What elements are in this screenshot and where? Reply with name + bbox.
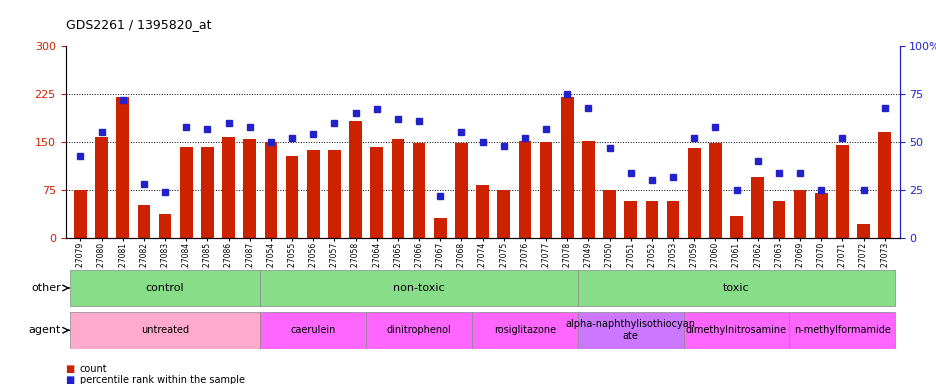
Bar [687,149,700,238]
Text: untreated: untreated [140,325,189,335]
Text: count: count [80,364,107,374]
Text: caerulein: caerulein [290,325,336,335]
Bar [751,177,763,238]
Bar [578,312,683,349]
Text: agent: agent [28,325,61,335]
Bar [349,121,361,238]
Bar [264,142,277,238]
Text: percentile rank within the sample: percentile rank within the sample [80,375,244,384]
Bar [285,156,298,238]
Bar [475,185,489,238]
Text: dimethylnitrosamine: dimethylnitrosamine [685,325,786,335]
Bar [561,97,573,238]
Bar [771,201,784,238]
Bar [539,142,552,238]
Bar [70,270,260,306]
Text: alpha-naphthylisothiocyan
ate: alpha-naphthylisothiocyan ate [565,319,695,341]
Bar [328,150,341,238]
Bar [366,312,472,349]
Text: non-toxic: non-toxic [393,283,445,293]
Bar [518,141,531,238]
Bar [74,190,87,238]
Bar [158,214,171,238]
Bar [138,205,150,238]
Bar [814,193,826,238]
Bar [201,147,213,238]
Bar [683,312,789,349]
Bar [412,143,425,238]
Bar [222,137,235,238]
Bar [70,312,260,349]
Bar [180,147,193,238]
Bar [581,141,594,238]
Text: other: other [31,283,61,293]
Bar [433,218,446,238]
Text: dinitrophenol: dinitrophenol [387,325,451,335]
Bar [497,190,509,238]
Bar [789,312,894,349]
Bar [260,270,578,306]
Bar [260,312,366,349]
Text: toxic: toxic [723,283,749,293]
Bar [645,201,657,238]
Bar [95,137,108,238]
Text: rosiglitazone: rosiglitazone [493,325,555,335]
Bar [391,139,403,238]
Bar [729,216,742,238]
Bar [370,147,383,238]
Bar [116,97,129,238]
Bar [856,224,869,238]
Text: control: control [146,283,184,293]
Text: ■: ■ [66,364,75,374]
Bar [578,270,894,306]
Bar [455,143,467,238]
Bar [835,145,848,238]
Bar [472,312,578,349]
Text: GDS2261 / 1395820_at: GDS2261 / 1395820_at [66,18,211,31]
Bar [877,132,890,238]
Text: ■: ■ [66,375,75,384]
Bar [243,139,256,238]
Bar [666,201,679,238]
Bar [623,201,636,238]
Text: n-methylformamide: n-methylformamide [793,325,890,335]
Bar [793,190,806,238]
Bar [603,190,615,238]
Bar [307,150,319,238]
Bar [709,143,721,238]
